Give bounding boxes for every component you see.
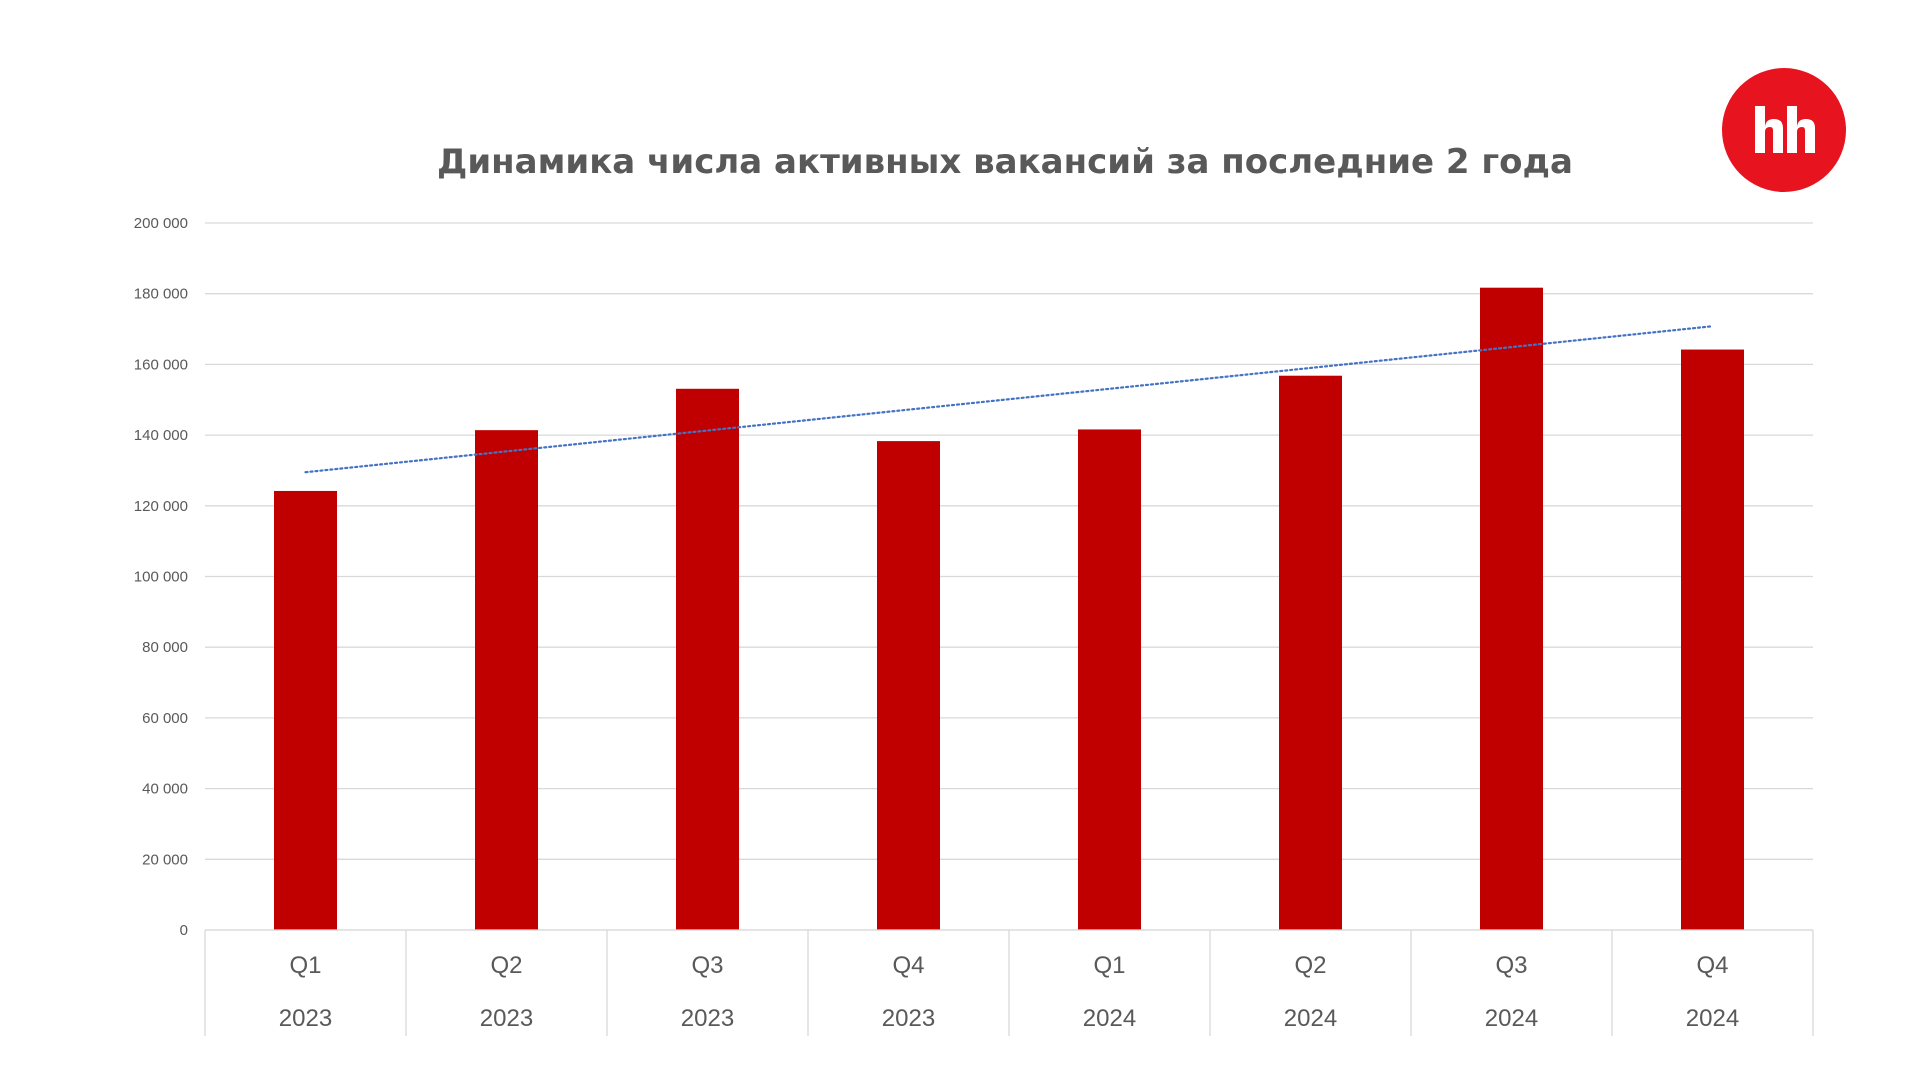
y-tick-label: 200 000 (134, 215, 188, 232)
x-tick-label-year: 2024 (1083, 1005, 1136, 1032)
x-tick-label-year: 2023 (882, 1005, 935, 1032)
bars (274, 287, 1744, 931)
trendline-path (304, 325, 1714, 474)
x-tick-label-year: 2024 (1284, 1005, 1337, 1032)
y-tick-label: 60 000 (142, 710, 188, 727)
x-tick-label-quarter: Q4 (1696, 952, 1728, 979)
x-axis: Q1 2023 Q2 2023 Q3 2023 Q4 2023 Q1 2024 Q2 2024 Q3 20… (204, 929, 1814, 1036)
x-tick-label-year: 2023 (681, 1005, 734, 1032)
bar (1681, 349, 1744, 931)
gridlines (205, 222, 1813, 931)
x-tick-label-quarter: Q2 (1294, 952, 1326, 979)
hh-logo-icon (1755, 106, 1815, 153)
x-tick-label-quarter: Q4 (892, 952, 924, 979)
x-tick-label-quarter: Q2 (490, 952, 522, 979)
bar (475, 430, 538, 930)
bar (1279, 375, 1342, 930)
y-tick-label: 40 000 (142, 781, 188, 798)
y-tick-label: 0 (180, 922, 188, 939)
y-tick-label: 160 000 (134, 356, 188, 373)
chart-title: Динамика числа активных вакансий за посл… (437, 142, 1573, 182)
x-tick-label-quarter: Q1 (1093, 952, 1125, 979)
x-tick-label-year: 2024 (1686, 1005, 1739, 1032)
y-tick-label: 180 000 (134, 286, 188, 303)
trendline (304, 325, 1714, 474)
x-tick-label-quarter: Q3 (691, 952, 723, 979)
y-tick-label: 80 000 (142, 639, 188, 656)
bar (1480, 287, 1543, 930)
bar (274, 490, 337, 930)
x-tick-label-year: 2023 (279, 1005, 332, 1032)
y-axis-tick-labels: 0 20 000 40 000 60 000 80 000 100 000 120 000 1… (134, 215, 188, 939)
y-tick-label: 100 000 (134, 569, 188, 586)
x-tick-label-year: 2024 (1485, 1005, 1538, 1032)
x-tick-label-year: 2023 (480, 1005, 533, 1032)
y-tick-label: 120 000 (134, 498, 188, 515)
y-tick-label: 20 000 (142, 851, 188, 868)
y-tick-label: 140 000 (134, 427, 188, 444)
bar (676, 388, 739, 930)
hh-logo (1722, 68, 1846, 192)
x-tick-label-quarter: Q1 (289, 952, 321, 979)
x-tick-label-quarter: Q3 (1495, 952, 1527, 979)
bar (877, 441, 940, 930)
bar (1078, 429, 1141, 930)
